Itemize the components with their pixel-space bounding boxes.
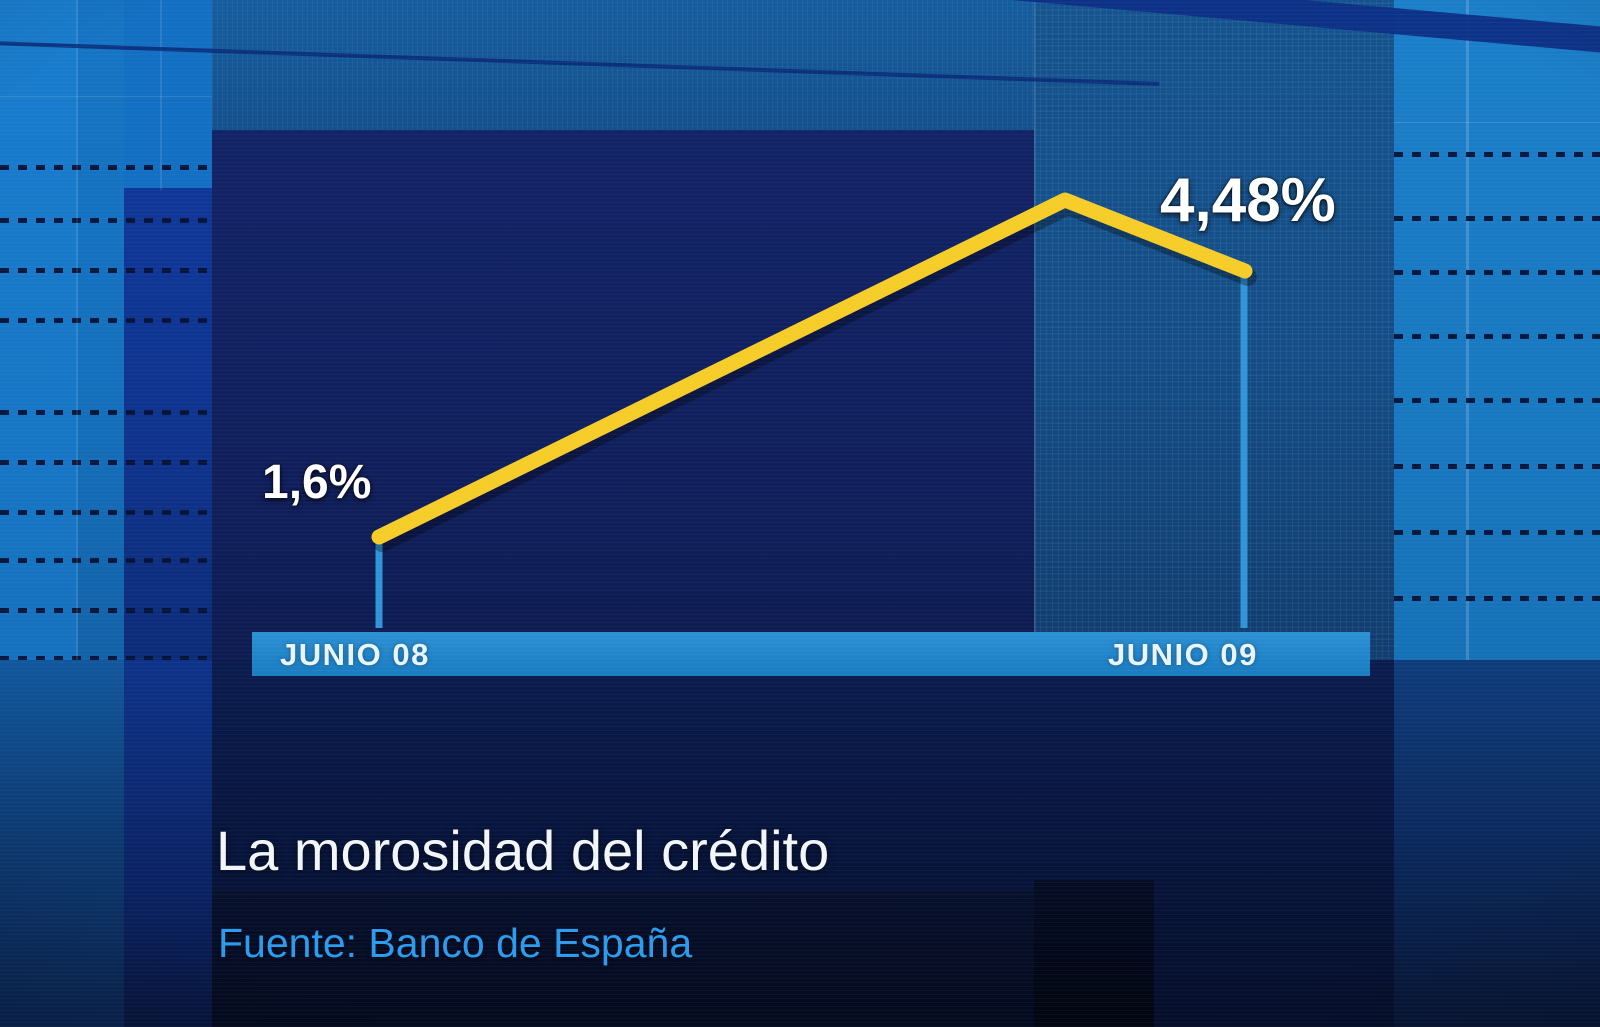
axis-bar-fill <box>252 632 1370 676</box>
data-line <box>371 192 1253 545</box>
axis-bar <box>252 632 1370 676</box>
value-label-end: 4,48% <box>1160 166 1336 235</box>
axis-label-junio08: JUNIO 08 <box>280 637 430 672</box>
caption-title: La morosidad del crédito <box>216 819 830 882</box>
value-label-start: 1,6% <box>262 456 372 509</box>
caption-source: Fuente: Banco de España <box>218 920 693 966</box>
data-line-shadow <box>373 197 1257 552</box>
axis-label-junio09: JUNIO 09 <box>1108 637 1258 672</box>
